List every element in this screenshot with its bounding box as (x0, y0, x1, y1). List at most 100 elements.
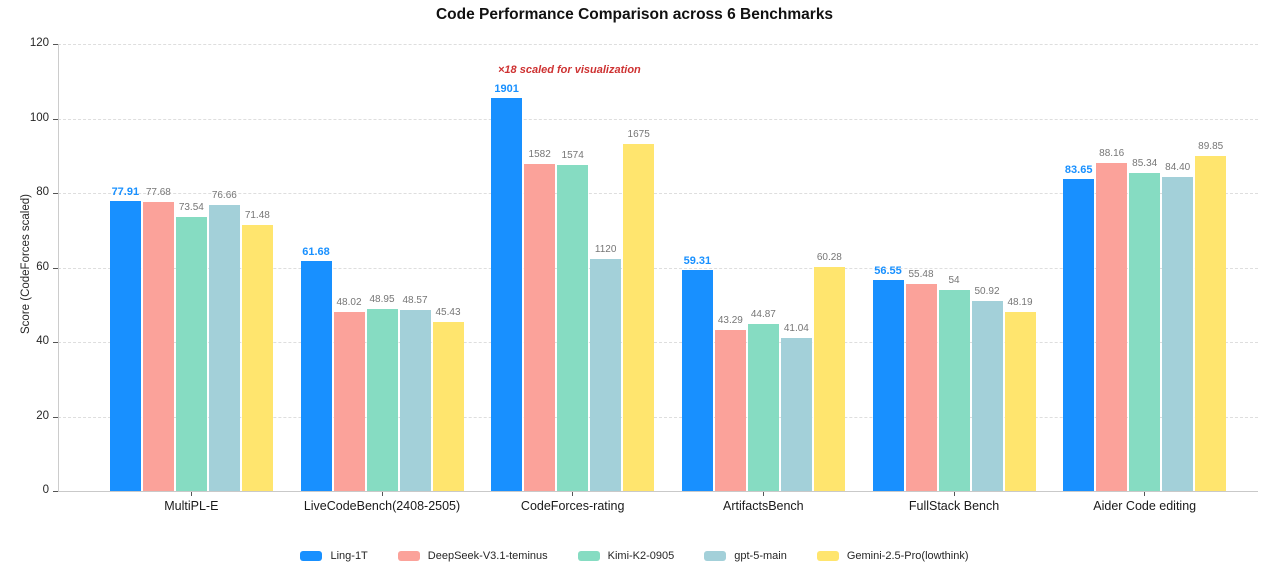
bar: 50.92 (971, 286, 1003, 491)
bar: 1675 (623, 129, 655, 491)
x-axis-label-6: Aider Code editing (1093, 499, 1197, 513)
x-tick-mark (953, 492, 955, 496)
legend-swatch (397, 551, 420, 561)
bar-value-label: 84.40 (1165, 161, 1191, 173)
bar: 83.65 (1063, 164, 1095, 491)
x-tick-mark (190, 492, 192, 496)
bar: 84.40 (1162, 162, 1194, 491)
x-tick-cell (96, 492, 287, 496)
bar-value-label: 1675 (627, 129, 650, 141)
bar-value-label: 1582 (528, 148, 551, 160)
gridline-y-40 (58, 342, 1258, 343)
bars-strip: 77.91 77.68 73.54 76.66 71.48 61.68 48.02 48.95… (58, 44, 1258, 491)
bar-value-label: 56.55 (874, 265, 902, 278)
bar-value-label: 76.66 (211, 190, 237, 202)
bar: 1574 (557, 150, 589, 491)
bar: 85.34 (1129, 158, 1161, 491)
bar: 45.43 (432, 307, 464, 491)
category-cell: 1901 1582 1574 1120 1675 (477, 83, 668, 491)
bar-value-label: 85.34 (1132, 158, 1158, 170)
bar-value-label: 1120 (594, 244, 617, 256)
scale-annotation: ×18 scaled for visualization (498, 64, 641, 76)
x-axis-label-5: FullStack Bench (908, 499, 1000, 513)
y-tick-mark (53, 118, 58, 120)
y-tick-label: 0 (42, 484, 49, 496)
category-cell: 83.65 88.16 85.34 84.40 89.85 (1049, 141, 1240, 491)
bar-group-5: 56.55 55.48 54 50.92 48.19 (872, 265, 1036, 491)
bar-value-label: 77.91 (111, 185, 140, 198)
gridline-y-120 (58, 44, 1258, 45)
bar-value-label: 54 (948, 274, 960, 286)
bar: 77.91 (109, 186, 141, 491)
bar-value-label: 48.57 (402, 295, 428, 307)
bar: 48.19 (1004, 297, 1036, 491)
bar-value-label: 48.19 (1007, 296, 1033, 308)
bar-value-label: 88.16 (1099, 147, 1125, 159)
category-cell: 56.55 55.48 54 50.92 48.19 (859, 265, 1050, 491)
legend-label: Gemini-2.5-Pro(lowthink) (846, 550, 969, 562)
legend-swatch (300, 551, 323, 561)
x-axis-label-1: MultiPL-E (164, 499, 219, 513)
bar: 1901 (491, 83, 523, 491)
legend-swatch (816, 551, 839, 561)
bar-group-1: 77.91 77.68 73.54 76.66 71.48 (109, 186, 273, 491)
y-tick-label: 20 (36, 409, 49, 422)
bar: 73.54 (175, 202, 207, 491)
bar: 60.28 (813, 252, 845, 491)
bar: 43.29 (714, 315, 746, 491)
x-tick-cell (859, 492, 1050, 496)
bar: 76.66 (208, 190, 240, 491)
x-axis-label-2: LiveCodeBench(2408-2505) (303, 499, 461, 513)
y-tick-mark (53, 267, 58, 269)
gridline-y-20 (58, 416, 1258, 418)
bar: 89.85 (1195, 141, 1227, 491)
y-tick-label: 100 (29, 111, 49, 124)
legend-item: Ling-1T (300, 550, 368, 562)
bar: 41.04 (780, 323, 812, 491)
bar-value-label: 83.65 (1064, 164, 1093, 177)
y-tick-label: 120 (29, 37, 49, 49)
legend-item: Gemini-2.5-Pro(lowthink) (816, 550, 969, 562)
legend-label: gpt-5-main (734, 550, 787, 562)
x-tick-mark (762, 492, 764, 496)
y-tick-mark (53, 416, 58, 418)
x-axis-label-4: ArtifactsBench (723, 499, 804, 513)
bar-value-label: 71.48 (244, 209, 270, 221)
y-tick-label: 80 (36, 186, 49, 198)
legend-label: DeepSeek-V3.1-teminus (427, 550, 548, 562)
bar-value-label: 41.04 (783, 323, 809, 335)
bar-group-6: 83.65 88.16 85.34 84.40 89.85 (1063, 141, 1227, 491)
bar: 59.31 (681, 255, 713, 491)
bar-value-label: 55.48 (908, 269, 934, 281)
legend: Ling-1T DeepSeek-V3.1-teminus Kimi-K2-0905… (0, 550, 1269, 562)
bar-value-label: 73.54 (178, 202, 204, 214)
gridline-y-100 (58, 118, 1258, 120)
legend-item: gpt-5-main (704, 550, 787, 562)
y-tick-label: 60 (36, 260, 49, 273)
x-tick-cell (477, 492, 668, 496)
y-tick-mark (53, 491, 58, 492)
bar-value-label: 1901 (494, 82, 519, 95)
bar: 88.16 (1096, 148, 1128, 491)
x-ticks-strip (58, 492, 1258, 496)
bar: 61.68 (300, 246, 332, 491)
legend-item: Kimi-K2-0905 (577, 550, 674, 562)
category-cell: 59.31 43.29 44.87 41.04 60.28 (668, 252, 859, 491)
bar: 48.02 (333, 297, 365, 491)
legend-label: Ling-1T (330, 550, 368, 562)
x-axis-line (58, 491, 1258, 492)
bar: 55.48 (905, 269, 937, 491)
x-tick-mark (381, 492, 383, 496)
bar-group-2: 61.68 48.02 48.95 48.57 45.43 (300, 246, 464, 491)
bar-value-label: 45.43 (435, 306, 461, 318)
bar: 54 (938, 275, 970, 491)
bar-value-label: 1574 (561, 150, 584, 162)
bar-value-label: 61.68 (302, 246, 330, 259)
x-tick-cell (1049, 492, 1240, 496)
bar: 56.55 (872, 265, 904, 491)
bar: 44.87 (747, 309, 779, 491)
bar-value-label: 89.85 (1198, 141, 1224, 153)
y-tick-mark (53, 193, 58, 194)
bar-group-3: 1901 1582 1574 1120 1675 (491, 83, 655, 491)
gridline-y-80 (58, 193, 1258, 194)
